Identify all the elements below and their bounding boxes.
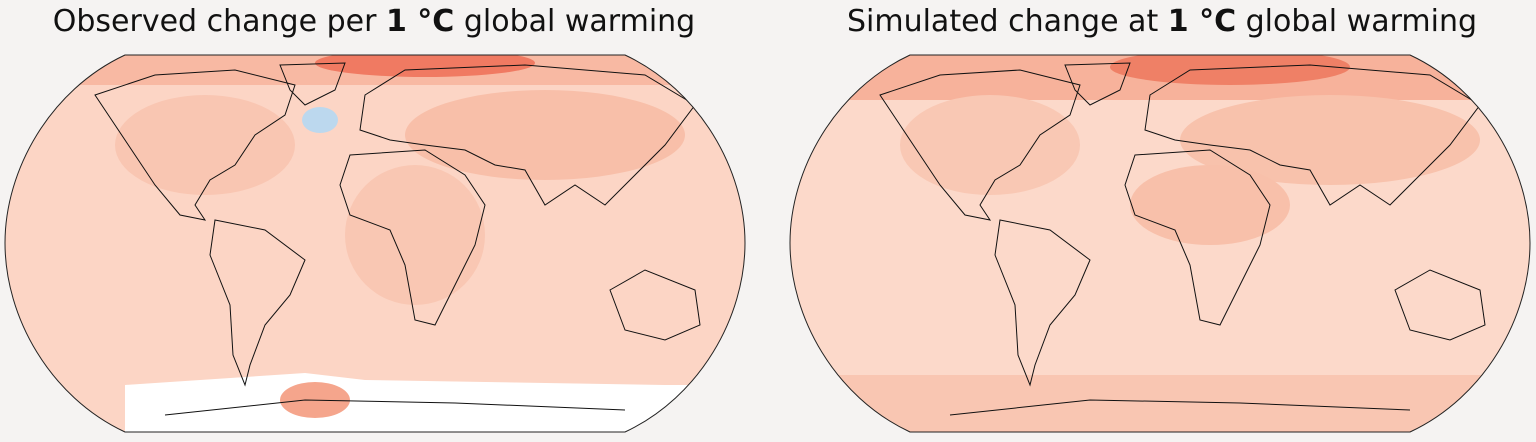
panel-title: Observed change per 1 °C global warming [53,4,695,39]
title-run: global warming [1236,4,1477,39]
title-run: 1 °C [1168,4,1236,39]
panel-title: Simulated change at 1 °C global warming [847,4,1477,39]
title-run: 1 °C [386,4,454,39]
title-run: global warming [454,4,695,39]
map-simulated [789,54,1531,433]
title-run: Simulated change at [847,4,1168,39]
title-run: Observed change per [53,4,386,39]
map-observed [4,54,746,433]
